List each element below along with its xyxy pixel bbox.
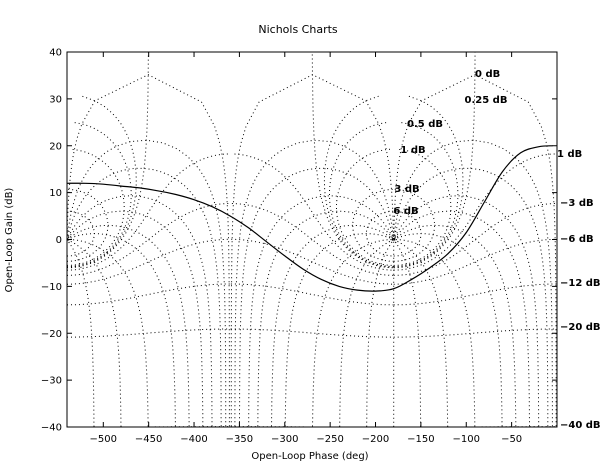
grid-phase-contour <box>566 168 600 450</box>
grid-phase-contour <box>239 167 395 427</box>
open-loop-response-line <box>67 145 553 292</box>
x-tick-label: −400 <box>180 434 207 445</box>
grid-phase-contour <box>67 239 149 427</box>
grid-phase-contour <box>312 239 394 427</box>
x-tick-label: −250 <box>316 434 343 445</box>
x-tick-label: −300 <box>271 434 298 445</box>
y-axis-label: Open-Loop Gain (dB) <box>4 188 15 293</box>
grid-magnitude-contour <box>67 153 394 271</box>
series-layer <box>67 145 553 292</box>
x-tick-label: −500 <box>90 434 117 445</box>
grid-phase-contour <box>13 240 67 451</box>
grid-phase-contour <box>394 239 476 427</box>
grid-phase-contour <box>393 224 517 427</box>
grid-magnitude-contour <box>67 202 394 276</box>
y-tick-label: 30 <box>49 94 62 105</box>
grid-magnitude-contour <box>67 210 394 257</box>
magnitude-label: 3 dB <box>394 184 419 195</box>
grid-phase-contour <box>339 239 394 427</box>
magnitude-label: −3 dB <box>560 198 594 209</box>
magnitude-label: −12 dB <box>560 278 600 289</box>
x-axis-label: Open-Loop Phase (deg) <box>251 451 368 462</box>
grid-magnitude-contour <box>67 328 394 338</box>
x-tick-label: −450 <box>135 434 162 445</box>
magnitude-label: 0 dB <box>475 69 500 80</box>
y-tick-label: 20 <box>49 141 62 152</box>
grid-magnitude-contour <box>393 202 557 276</box>
chart-title: Nichols Charts <box>258 23 338 36</box>
grid-magnitude-contour <box>67 283 394 306</box>
magnitude-label: 6 dB <box>393 206 418 217</box>
grid-magnitude-contour <box>393 188 436 262</box>
grid-phase-contour <box>558 75 600 451</box>
grid-phase-contour <box>67 234 68 240</box>
y-tick-label: −20 <box>41 329 62 340</box>
closed-loop-magnitude-labels: 0 dB 0.25 dB 0.5 dB 1 dB 3 dB 6 dB 1 dB −3 dB −6… <box>393 69 600 431</box>
grid-phase-contour <box>67 139 227 427</box>
grid-phase-contour <box>67 167 222 427</box>
x-tick-label: −100 <box>453 434 480 445</box>
y-tick-label: 0 <box>56 235 62 246</box>
grid-magnitude-contour <box>67 188 394 262</box>
grid-magnitude-contour <box>67 95 394 268</box>
y-axis: 40 30 20 10 0 −10 −20 −30 −40 <box>41 48 557 434</box>
y-tick-label: −30 <box>41 376 62 387</box>
magnitude-label: 0.5 dB <box>407 119 443 130</box>
grid-phase-contour <box>393 195 540 427</box>
grid-phase-contour <box>393 74 557 427</box>
grid-magnitude-contour <box>393 153 557 271</box>
grid-phase-contour <box>230 74 395 427</box>
y-tick-label: −40 <box>41 423 62 434</box>
nichols-grid <box>13 52 600 451</box>
x-tick-label: −150 <box>407 434 434 445</box>
grid-phase-contour <box>67 233 176 427</box>
grid-phase-contour <box>67 239 68 241</box>
grid-phase-contour <box>562 140 600 450</box>
magnitude-label: 1 dB <box>400 145 425 156</box>
magnitude-label: −40 dB <box>560 420 600 431</box>
y-tick-label: 10 <box>49 188 62 199</box>
grid-phase-contour <box>67 195 213 427</box>
grid-phase-contour <box>393 210 530 427</box>
magnitude-label: 1 dB <box>557 149 582 160</box>
grid-phase-contour <box>67 239 95 427</box>
grid-phase-contour <box>271 224 394 427</box>
grid-magnitude-contour <box>67 148 394 266</box>
grid-magnitude-contour <box>393 52 476 269</box>
grid-phase-contour <box>257 210 394 427</box>
magnitude-label: −20 dB <box>560 322 600 333</box>
grid-magnitude-contour <box>393 210 422 257</box>
grid-phase-contour <box>366 239 394 427</box>
y-tick-label: 40 <box>49 48 62 59</box>
magnitude-label: −6 dB <box>560 234 594 245</box>
x-tick-label: −350 <box>226 434 253 445</box>
grid-phase-contour <box>67 224 190 427</box>
magnitude-label: 0.25 dB <box>465 95 508 106</box>
grid-phase-contour <box>284 233 394 427</box>
x-tick-label: −50 <box>501 434 522 445</box>
grid-magnitude-contour <box>393 328 557 338</box>
grid-phase-contour <box>67 74 230 427</box>
x-axis: −500 −450 −400 −350 −300 −250 −200 −150 −100 −50 <box>90 52 522 445</box>
grid-phase-contour <box>248 195 394 427</box>
x-tick-label: −200 <box>362 434 389 445</box>
grid-phase-contour <box>393 233 503 427</box>
grid-phase-contour <box>67 210 204 427</box>
grid-phase-contour <box>393 239 422 427</box>
y-tick-label: −10 <box>41 282 62 293</box>
grid-magnitude-contour <box>67 52 394 269</box>
